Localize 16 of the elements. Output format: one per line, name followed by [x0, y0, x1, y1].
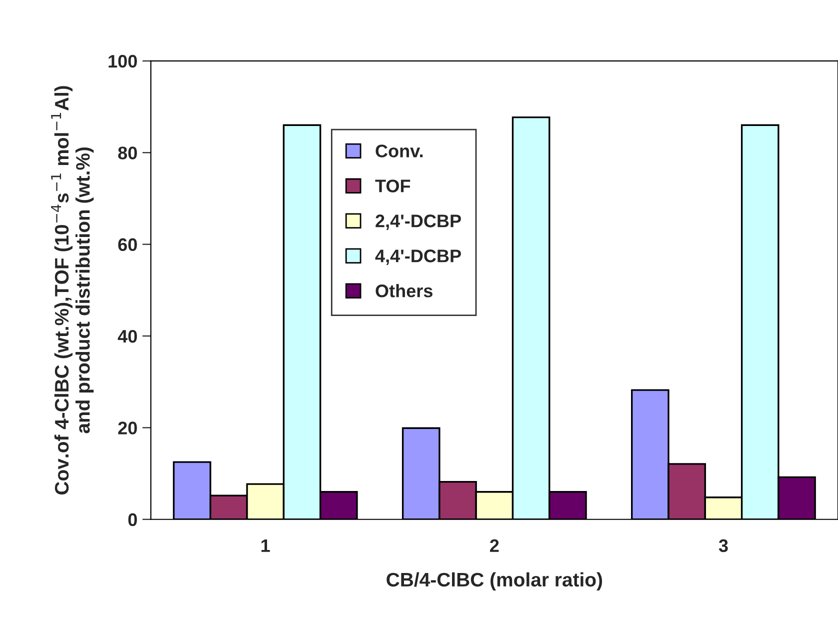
y-tick-label: 20	[118, 422, 137, 434]
legend-label: 4,4'-DCBP	[375, 250, 461, 265]
legend-label: Others	[376, 284, 432, 298]
text: Cov.of 4-ClBC (wt.%),TOF (10$^{−4}$s$^{−1}$ mol$^{−1}$Al) and product distribution (wt.%)	[51, 86, 94, 495]
legend-label: Conv.	[376, 144, 423, 158]
x-tick-label: 1	[261, 539, 270, 552]
x-tick-label: 3	[718, 539, 728, 552]
y-tick-label: 40	[118, 330, 137, 343]
y-tick-label: 0	[128, 513, 137, 526]
legend-label: 2,4'-DCBP	[376, 214, 461, 230]
y-tick-label: 100	[108, 54, 137, 68]
y-tick-label: 60	[118, 238, 137, 252]
legend-label: TOF	[375, 180, 410, 192]
x-tick-label: 2	[490, 539, 499, 552]
y-tick-label: 80	[118, 146, 137, 160]
x-axis-title: CB/4-ClBC (molar ratio)	[386, 572, 602, 590]
